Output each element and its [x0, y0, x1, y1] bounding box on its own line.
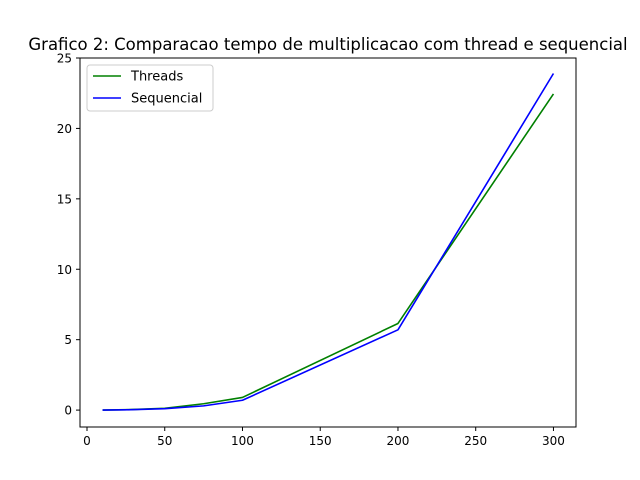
legend: Threads Sequencial — [86, 64, 214, 112]
series-line-sequencial — [102, 73, 555, 411]
y-tick-label: 25 — [57, 52, 72, 66]
y-tick-label: 0 — [64, 404, 72, 418]
x-axis: 0 50 100 150 200 250 300 — [83, 427, 565, 448]
y-tick-label: 10 — [57, 263, 72, 277]
x-tick-label: 50 — [157, 434, 172, 448]
legend-label-threads: Threads — [130, 70, 183, 85]
chart-title: Grafico 2: Comparacao tempo de multiplic… — [28, 35, 627, 54]
x-tick-label: 200 — [387, 434, 410, 448]
axes-frame — [79, 57, 577, 428]
y-tick-label: 15 — [57, 192, 72, 206]
plot-content — [102, 73, 555, 411]
x-tick-label: 100 — [231, 434, 254, 448]
x-tick-label: 150 — [309, 434, 332, 448]
y-tick-label: 20 — [57, 122, 72, 136]
x-tick-label: 0 — [83, 434, 91, 448]
x-tick-label: 250 — [464, 434, 487, 448]
x-tick-label: 300 — [542, 434, 565, 448]
y-axis: 0 5 10 15 20 25 — [57, 52, 80, 418]
legend-label-sequencial: Sequencial — [131, 92, 202, 107]
y-tick-label: 5 — [64, 333, 72, 347]
